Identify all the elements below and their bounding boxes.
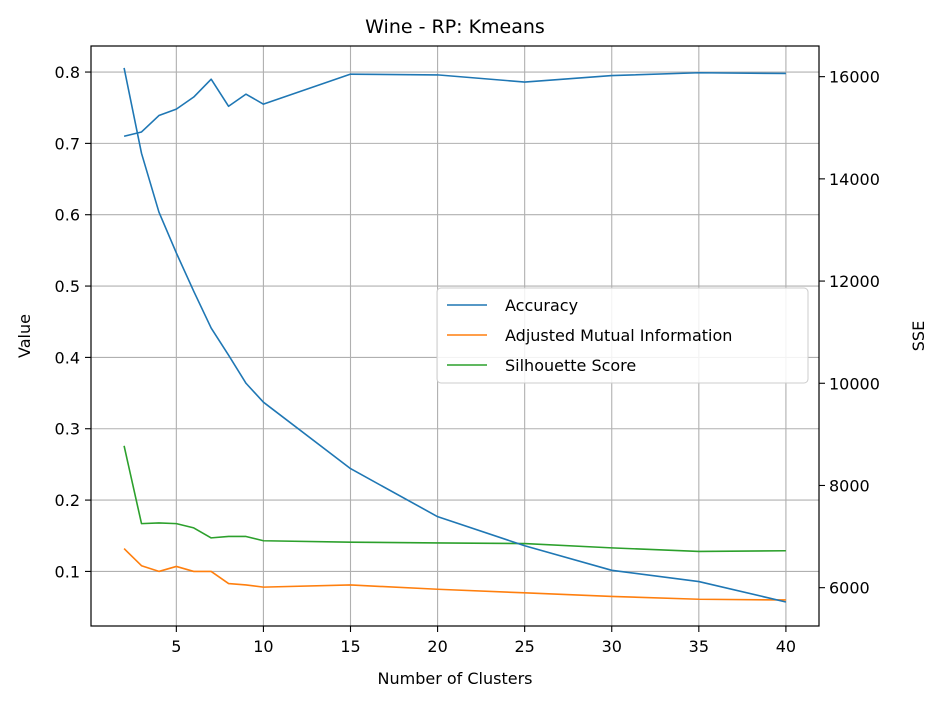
x-tick-label: 15	[340, 637, 360, 656]
y2-tick-label: 10000	[829, 374, 880, 393]
y2-tick-label: 16000	[829, 68, 880, 87]
series-lines	[123, 67, 787, 603]
x-tick-label: 5	[171, 637, 181, 656]
x-tick-label: 35	[689, 637, 709, 656]
legend-label: Accuracy	[505, 296, 578, 315]
y2-tick-label: 6000	[829, 579, 870, 598]
series-line-accuracy	[123, 71, 786, 138]
x-tick-label: 10	[253, 637, 273, 656]
series-line-sse	[123, 67, 787, 603]
series-line-silhouette-score	[123, 445, 786, 553]
x-tick-label: 20	[427, 637, 447, 656]
legend: Accuracy Adjusted Mutual Information Silho…	[436, 287, 809, 384]
plot-frame	[90, 45, 820, 627]
y-tick-label: 0.2	[55, 491, 80, 510]
y-tick-label: 0.8	[55, 63, 80, 82]
x-tick-label: 40	[776, 637, 796, 656]
y2-tick-label: 14000	[829, 170, 880, 189]
chart-title: Wine - RP: Kmeans	[365, 16, 545, 38]
legend-box	[436, 287, 809, 384]
ticks: 5 10 15 20 25 30 35 40 0.1 0.2 0.3 0.4 0.5 0.6 0.7 0.8 6…	[55, 63, 880, 656]
y2-tick-label: 8000	[829, 476, 870, 495]
legend-label: Silhouette Score	[505, 356, 636, 375]
y-tick-label: 0.7	[55, 134, 80, 153]
y-tick-label: 0.5	[55, 277, 80, 296]
x-tick-label: 30	[602, 637, 622, 656]
y2-tick-label: 12000	[829, 272, 880, 291]
y-axis-label: Value	[15, 314, 34, 358]
y-tick-label: 0.4	[55, 348, 80, 367]
series-line-adjusted-mutual-information	[123, 548, 786, 601]
x-axis-label: Number of Clusters	[378, 669, 533, 688]
y2-axis-label: SSE	[909, 321, 928, 351]
legend-label: Adjusted Mutual Information	[505, 326, 732, 345]
y-tick-label: 0.3	[55, 420, 80, 439]
y-tick-label: 0.6	[55, 206, 80, 225]
y-tick-label: 0.1	[55, 562, 80, 581]
x-tick-label: 25	[514, 637, 534, 656]
